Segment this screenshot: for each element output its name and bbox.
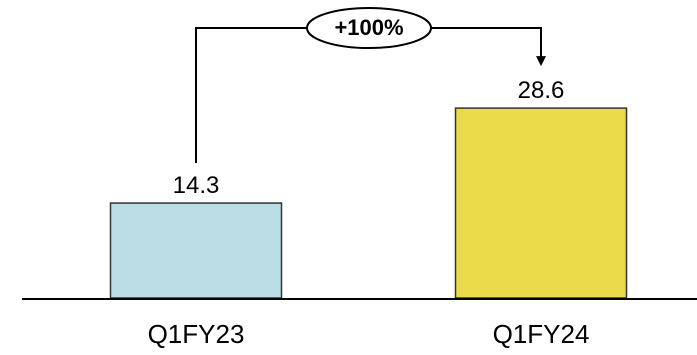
bar-q1fy23: [109, 202, 283, 299]
growth-badge-text: +100%: [334, 15, 403, 40]
bars-layer: [109, 107, 628, 299]
value-label-q1fy23: 14.3: [173, 172, 220, 199]
value-label-q1fy24: 28.6: [518, 77, 565, 104]
x-tick-label-q1fy24: Q1FY24: [493, 319, 590, 349]
growth-badge-outline: [306, 7, 432, 49]
bar-q1fy24: [454, 107, 628, 299]
x-tick-label-q1fy23: Q1FY23: [148, 319, 245, 349]
labels-layer: 14.3 Q1FY23 28.6 Q1FY24: [148, 77, 590, 349]
growth-annotation: +100%: [195, 7, 546, 164]
